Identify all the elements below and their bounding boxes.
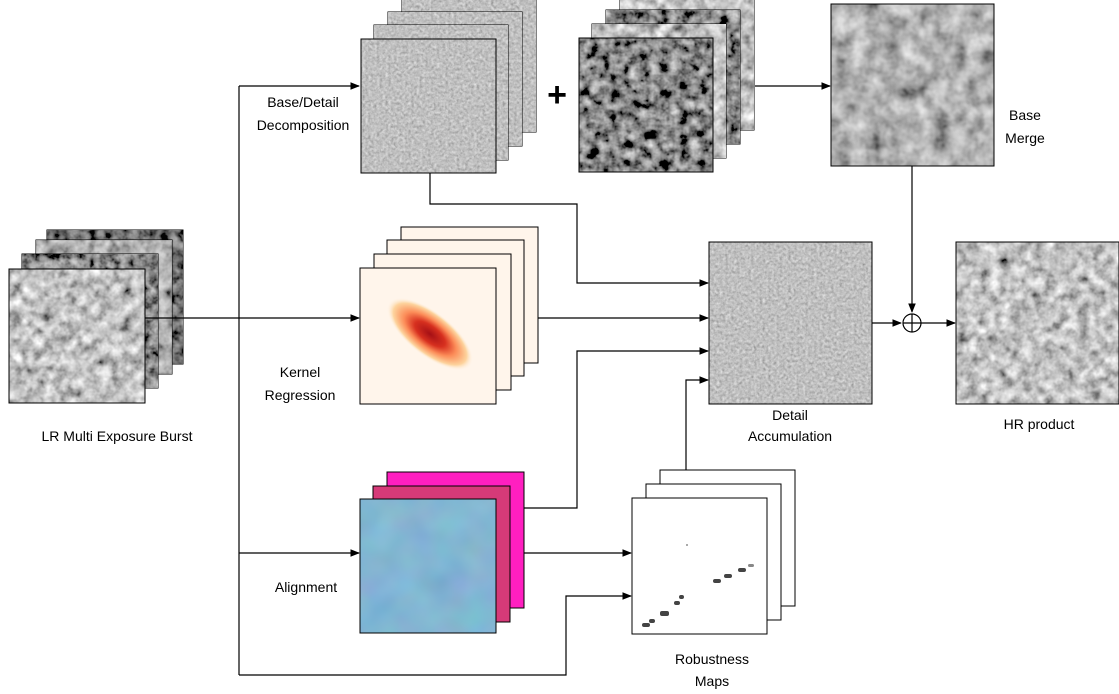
label-kernel-line1: Kernel — [280, 364, 320, 380]
kernel-regression-stack — [359, 226, 539, 405]
edges — [145, 82, 956, 676]
label-robustness-line1: Robustness — [675, 651, 749, 667]
edge-robustness-to-accum — [685, 376, 709, 470]
label-decomp-line2: Decomposition — [257, 117, 350, 133]
label-lr-burst: LR Multi Exposure Burst — [42, 428, 193, 444]
label-detail-acc-line1: Detail — [772, 407, 808, 423]
robustness-dots — [642, 544, 754, 627]
detail-layers-stack — [360, 0, 537, 174]
plus-sign: + — [547, 76, 567, 114]
kernel-blob — [386, 297, 474, 371]
base-layers-stack — [578, 0, 755, 173]
edge-decomp-to-accum — [429, 173, 709, 287]
label-kernel-line2: Regression — [265, 387, 336, 403]
label-base-merge-line2: Merge — [1005, 130, 1045, 146]
robustness-maps-stack — [631, 469, 796, 635]
label-detail-acc-line2: Accumulation — [748, 428, 832, 444]
label-hr-product: HR product — [1004, 416, 1075, 432]
detail-accumulation-image — [708, 241, 873, 405]
edge-alignment-to-accum — [524, 347, 709, 509]
base-merge-image — [830, 3, 995, 167]
label-decomp-line1: Base/Detail — [267, 94, 339, 110]
label-robustness-line2: Maps — [695, 673, 729, 689]
circled-plus-icon — [902, 313, 922, 333]
lr-burst-stack — [8, 229, 184, 404]
label-alignment: Alignment — [275, 579, 337, 595]
alignment-stack — [359, 471, 525, 634]
label-base-merge-line1: Base — [1009, 107, 1041, 123]
hr-product-image — [955, 241, 1119, 405]
edge-trunk-to-robustness — [239, 592, 632, 676]
